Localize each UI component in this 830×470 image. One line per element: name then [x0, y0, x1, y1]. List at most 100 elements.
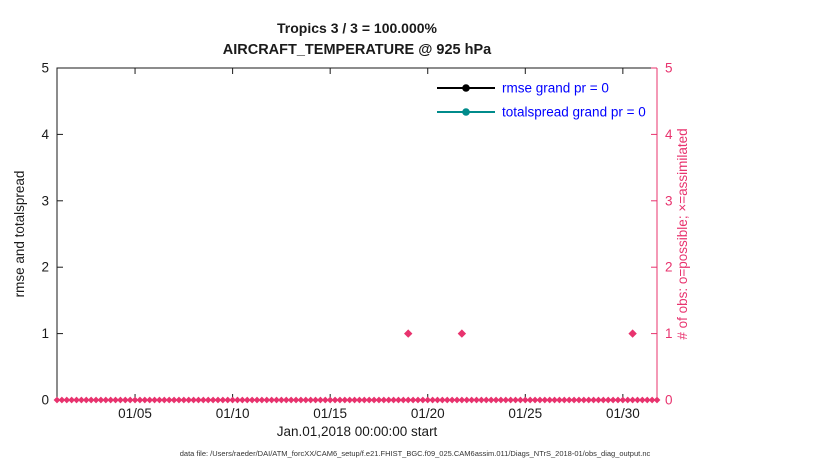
- obs-marker: [497, 396, 505, 404]
- obs-baseline-markers: [53, 396, 661, 404]
- obs-marker: [341, 396, 349, 404]
- obs-marker: [151, 396, 158, 404]
- x-tick-label: 01/20: [411, 406, 445, 421]
- y-tick-label: 3: [665, 193, 673, 208]
- obs-marker: [643, 396, 651, 404]
- y-tick-label: 3: [41, 193, 49, 208]
- y-tick-label: 0: [665, 393, 673, 408]
- y-tick-label: 0: [41, 393, 49, 408]
- obs-marker: [199, 396, 207, 404]
- obs-marker: [87, 396, 95, 404]
- legend-marker-sample: [462, 108, 470, 116]
- obs-marker: [404, 396, 412, 404]
- obs-marker: [356, 396, 363, 404]
- legend-marker-sample: [462, 84, 470, 92]
- y-tick-label: 2: [41, 260, 49, 275]
- x-tick-label: 01/15: [313, 406, 347, 421]
- obs-marker: [443, 396, 451, 404]
- obs-marker: [629, 396, 637, 404]
- obs-marker: [487, 396, 495, 404]
- obs-marker: [248, 396, 256, 404]
- obs-marker: [419, 396, 427, 404]
- obs-spike-marker: [404, 329, 413, 338]
- obs-marker: [365, 396, 373, 404]
- x-tick-label: 01/10: [216, 406, 250, 421]
- obs-marker: [351, 396, 358, 404]
- obs-marker: [297, 396, 305, 404]
- data-file-caption: data file: /Users/raeder/DAI/ATM_forcXX/…: [179, 449, 651, 458]
- obs-marker: [141, 396, 149, 404]
- obs-marker: [380, 396, 388, 404]
- x-tick-label: 01/25: [508, 406, 542, 421]
- obs-marker: [560, 396, 568, 404]
- obs-marker: [565, 396, 573, 404]
- y-tick-label: 4: [41, 127, 49, 142]
- obs-marker: [68, 396, 76, 404]
- obs-marker: [580, 396, 588, 404]
- obs-marker: [58, 396, 66, 404]
- obs-marker: [638, 396, 646, 404]
- obs-marker: [390, 396, 397, 404]
- y-tick-label: 5: [665, 61, 673, 76]
- obs-marker: [409, 396, 417, 404]
- obs-marker: [346, 396, 354, 404]
- y-tick-label: 1: [41, 326, 49, 341]
- obs-marker: [53, 396, 61, 404]
- obs-marker: [263, 396, 271, 404]
- obs-marker: [595, 396, 602, 404]
- obs-marker: [97, 396, 105, 404]
- obs-marker: [126, 396, 134, 404]
- obs-marker: [258, 396, 266, 404]
- obs-marker: [180, 396, 188, 404]
- obs-marker: [502, 396, 510, 404]
- obs-marker: [556, 396, 563, 404]
- obs-marker: [131, 396, 139, 404]
- x-tick-label: 01/05: [118, 406, 152, 421]
- obs-marker: [604, 396, 612, 404]
- obs-marker: [599, 396, 607, 404]
- obs-marker: [648, 396, 656, 404]
- obs-marker: [136, 396, 144, 404]
- legend-label: totalspread grand pr = 0: [502, 105, 646, 120]
- obs-marker: [531, 396, 539, 404]
- obs-marker: [117, 396, 124, 404]
- obs-marker: [287, 396, 295, 404]
- obs-spike-marker: [628, 329, 637, 338]
- obs-marker: [331, 396, 339, 404]
- obs-marker: [121, 396, 129, 404]
- obs-marker: [112, 396, 119, 404]
- obs-marker: [526, 396, 534, 404]
- y-tick-label: 1: [665, 326, 673, 341]
- obs-marker: [146, 396, 154, 404]
- obs-marker: [424, 396, 432, 404]
- obs-marker: [317, 396, 324, 404]
- obs-marker: [492, 396, 500, 404]
- obs-marker: [385, 396, 393, 404]
- y-tick-label: 2: [665, 260, 673, 275]
- obs-marker: [429, 396, 437, 404]
- obs-marker: [624, 396, 632, 404]
- obs-marker: [551, 396, 558, 404]
- obs-marker: [170, 396, 178, 404]
- obs-marker: [634, 396, 641, 404]
- obs-marker: [92, 396, 100, 404]
- obs-marker: [468, 396, 476, 404]
- obs-marker: [609, 396, 617, 404]
- obs-marker: [292, 396, 300, 404]
- x-axis-ticks: 01/05 01/10 01/15 01/20 01/25 01/30: [118, 68, 640, 421]
- obs-marker: [458, 396, 466, 404]
- obs-spike-markers: [404, 329, 637, 338]
- x-tick-label: 01/30: [606, 406, 640, 421]
- obs-marker: [399, 396, 407, 404]
- y-tick-label: 4: [665, 127, 673, 142]
- obs-marker: [546, 396, 554, 404]
- legend-label: rmse grand pr = 0: [502, 81, 609, 96]
- obs-marker: [63, 396, 71, 404]
- chart-title: Tropics 3 / 3 = 100.000%: [277, 20, 437, 36]
- obs-marker: [570, 396, 578, 404]
- obs-marker: [536, 396, 544, 404]
- obs-marker: [590, 396, 597, 404]
- obs-marker: [229, 396, 237, 404]
- obs-marker: [307, 396, 315, 404]
